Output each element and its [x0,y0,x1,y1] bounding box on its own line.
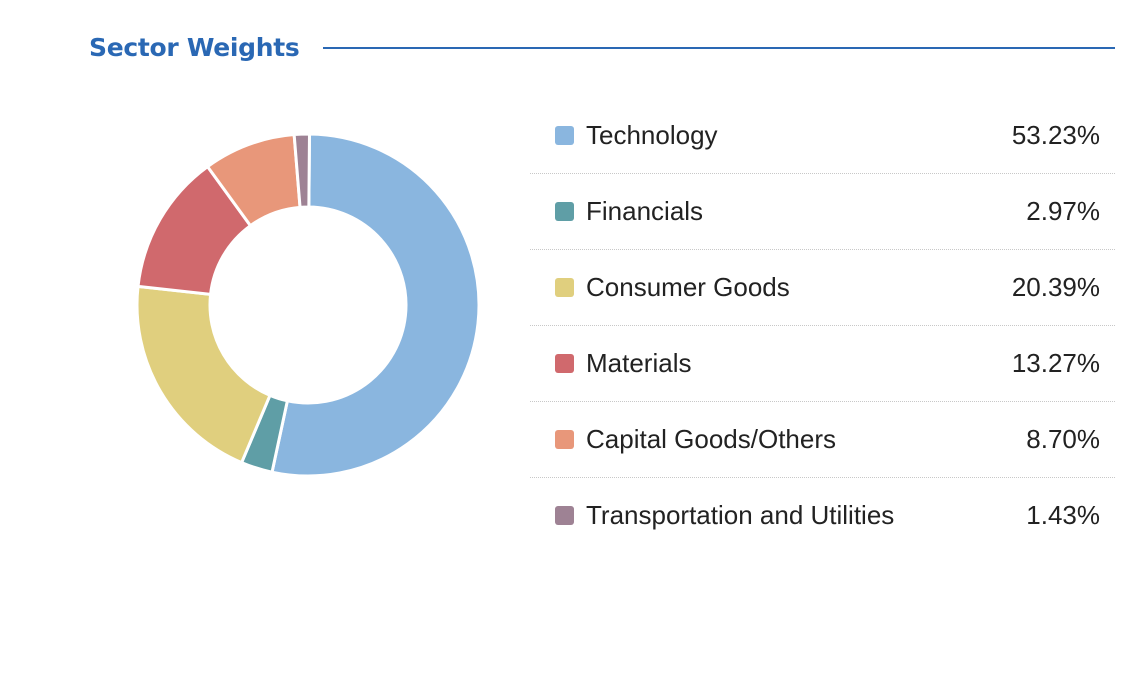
legend-value: 2.97% [1026,196,1100,226]
legend-row: Technology 53.23% [530,98,1115,174]
legend-label: Technology [586,120,718,150]
legend-swatch [555,430,574,449]
legend-value: 8.70% [1026,424,1100,454]
legend-row: Financials 2.97% [530,174,1115,250]
legend-label: Capital Goods/Others [586,424,837,454]
legend-swatch [555,354,574,373]
legend-swatch [555,202,574,221]
donut-slice-consumer-goods[interactable] [135,284,272,465]
legend-row: Capital Goods/Others 8.70% [530,402,1115,478]
legend-label: Consumer Goods [586,272,790,302]
legend-label: Financials [586,196,704,226]
legend-row: Consumer Goods 20.39% [530,250,1115,326]
legend-label: Materials [586,348,692,378]
sector-donut-chart [135,132,481,478]
legend-value: 20.39% [1011,272,1100,302]
legend-value: 13.27% [1011,348,1100,378]
title-divider [323,47,1115,49]
legend-row: Transportation and Utilities 1.43% [530,478,1115,553]
legend-row: Materials 13.27% [530,326,1115,402]
legend-swatch [555,126,574,145]
legend-value: 1.43% [1026,500,1100,530]
legend-swatch [555,278,574,297]
section-title: Sector Weights [89,33,300,62]
sector-legend: Technology 53.23% Financials 2.97% Consumer … [530,98,1115,553]
legend-value: 53.23% [1011,120,1100,150]
legend-swatch [555,506,574,525]
donut-slice-transportation-and-utilities[interactable] [292,132,312,209]
donut-slice-technology[interactable] [270,132,481,478]
legend-label: Transportation and Utilities [586,500,895,530]
